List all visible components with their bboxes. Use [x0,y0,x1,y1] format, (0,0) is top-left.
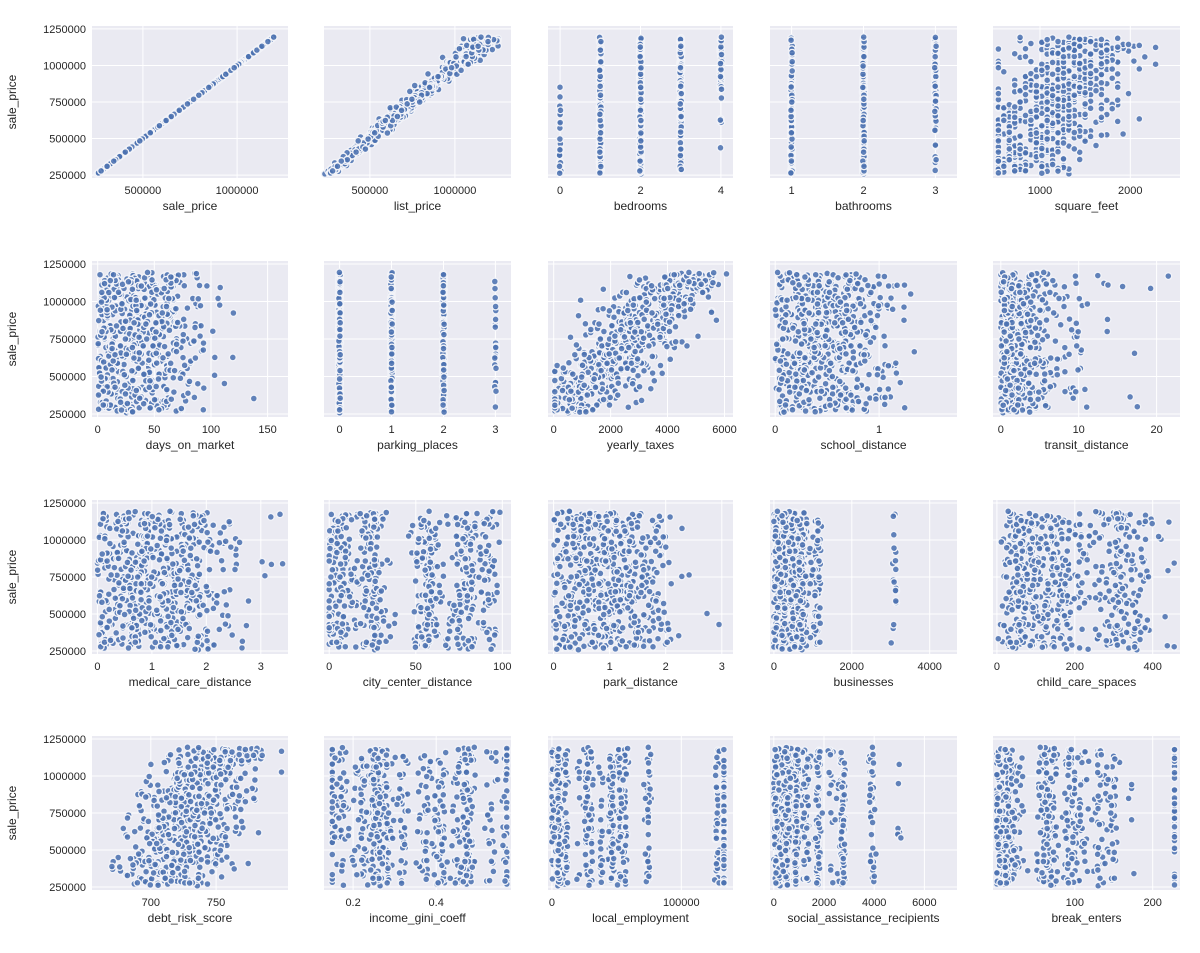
svg-text:sale_price: sale_price [163,199,218,213]
svg-text:bathrooms: bathrooms [835,199,892,213]
svg-text:parking_places: parking_places [377,438,458,452]
svg-text:750000: 750000 [49,334,86,346]
svg-text:2000: 2000 [1118,185,1142,197]
svg-text:100: 100 [202,424,220,436]
svg-text:50: 50 [148,424,160,436]
svg-text:0: 0 [551,424,557,436]
svg-text:1250000: 1250000 [43,24,86,36]
svg-text:750000: 750000 [49,97,86,109]
svg-text:2: 2 [440,424,446,436]
svg-text:2: 2 [637,185,643,197]
svg-text:150: 150 [258,424,276,436]
svg-text:250000: 250000 [49,170,86,182]
svg-text:250000: 250000 [49,409,86,421]
svg-text:3: 3 [932,185,938,197]
svg-text:1000000: 1000000 [43,61,86,73]
svg-text:bedrooms: bedrooms [614,199,667,213]
svg-text:0: 0 [337,424,343,436]
svg-text:1: 1 [789,185,795,197]
svg-text:0: 0 [557,185,563,197]
svg-text:500000: 500000 [49,372,86,384]
svg-text:1000000: 1000000 [433,185,476,197]
svg-text:square_feet: square_feet [1055,199,1119,213]
svg-text:3: 3 [492,424,498,436]
svg-text:500000: 500000 [125,185,162,197]
svg-text:yearly_taxes: yearly_taxes [607,438,674,452]
svg-text:500000: 500000 [49,134,86,146]
svg-text:0: 0 [95,424,101,436]
svg-text:2: 2 [860,185,866,197]
svg-text:1250000: 1250000 [43,259,86,271]
svg-text:sale_price: sale_price [5,311,19,366]
svg-text:500000: 500000 [352,185,389,197]
svg-text:4: 4 [718,185,724,197]
svg-text:1000000: 1000000 [216,185,259,197]
svg-text:4000: 4000 [655,424,679,436]
svg-text:1000: 1000 [1028,185,1052,197]
svg-text:days_on_market: days_on_market [146,438,235,452]
svg-text:2000: 2000 [598,424,622,436]
svg-text:1000000: 1000000 [43,297,86,309]
svg-text:1: 1 [388,424,394,436]
svg-text:6000: 6000 [712,424,736,436]
svg-text:sale_price: sale_price [5,74,19,129]
svg-text:list_price: list_price [394,199,442,213]
